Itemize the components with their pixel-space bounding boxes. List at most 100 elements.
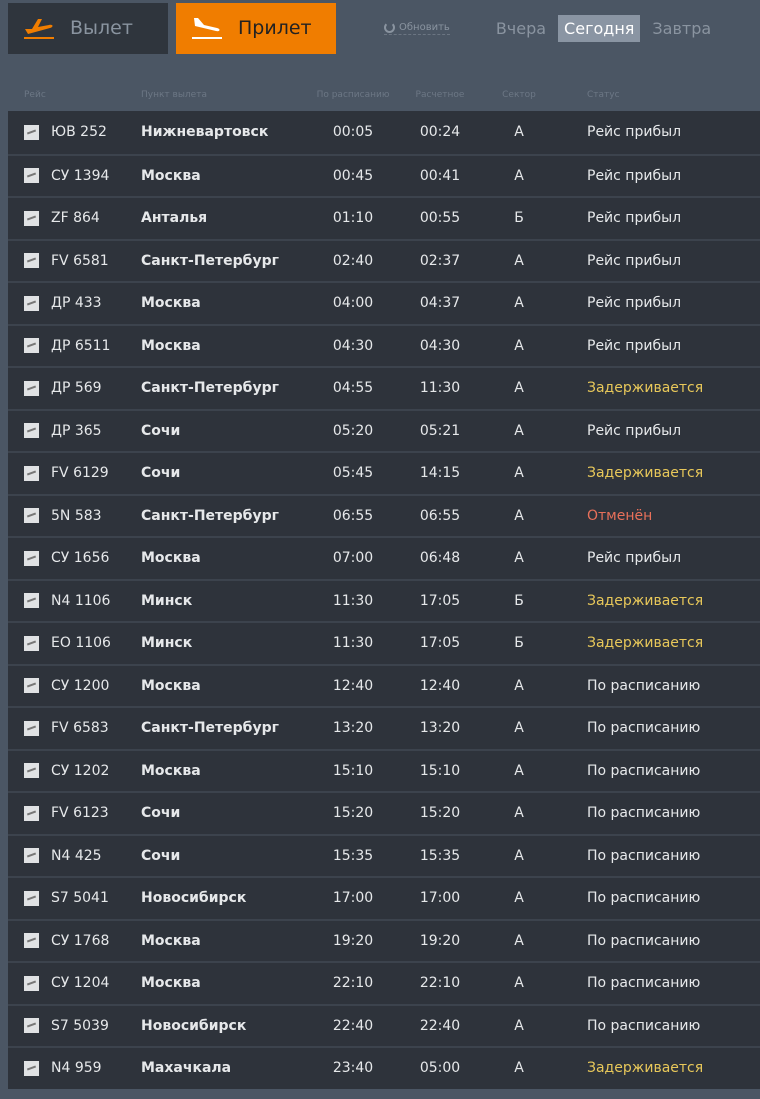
- table-row[interactable]: N4 1106 Минск 11:30 17:05 Б Задерживается: [8, 578, 760, 622]
- col-status: Статус: [587, 90, 620, 100]
- flight-number: EO 1106: [51, 635, 111, 652]
- origin: Новосибирск: [141, 890, 247, 907]
- table-row[interactable]: ДР 433 Москва 04:00 04:37 А Рейс прибыл: [8, 281, 760, 324]
- status: Рейс прибыл: [587, 337, 682, 354]
- origin: Москва: [141, 975, 201, 992]
- status: Рейс прибыл: [587, 167, 682, 184]
- table-row[interactable]: N4 959 Махачкала 23:40 05:00 А Задерживается: [8, 1046, 760, 1089]
- airline-logo-icon: [24, 975, 39, 991]
- origin: Санкт-Петербург: [141, 720, 279, 737]
- arrival-plane-icon: [192, 18, 222, 39]
- flights-table: ЮВ 252 Нижневартовск 00:05 00:24 А Рейс прибы…: [8, 111, 760, 1089]
- origin: Сочи: [141, 847, 181, 864]
- table-row[interactable]: 5N 583 Санкт-Петербург 06:55 06:55 А Отменён: [8, 493, 760, 537]
- col-origin: Пункт вылета: [141, 90, 207, 100]
- scheduled-time: 05:20: [332, 422, 374, 439]
- flight-number: FV 6581: [51, 252, 109, 269]
- flight-cell: S7 5039: [8, 1018, 141, 1034]
- sector: А: [514, 507, 524, 524]
- airline-logo-icon: [24, 805, 39, 821]
- origin: Минск: [141, 592, 193, 609]
- flight-cell: 5N 583: [8, 508, 141, 524]
- airline-logo-icon: [24, 1060, 39, 1076]
- table-row[interactable]: СУ 1656 Москва 07:00 06:48 А Рейс прибыл: [8, 536, 760, 579]
- tab-departure[interactable]: Вылет: [8, 2, 168, 54]
- day-2[interactable]: Завтра: [652, 18, 712, 38]
- table-row[interactable]: СУ 1768 Москва 19:20 19:20 А По расписанию: [8, 918, 760, 962]
- table-row[interactable]: СУ 1394 Москва 00:45 00:41 А Рейс прибыл: [8, 153, 760, 197]
- tab-departure-label: Вылет: [70, 17, 133, 39]
- flight-number: ЮВ 252: [51, 124, 107, 141]
- table-row[interactable]: FV 6583 Санкт-Петербург 13:20 13:20 А По расп…: [8, 706, 760, 749]
- sector: А: [514, 1017, 524, 1034]
- status: По расписанию: [587, 890, 701, 907]
- estimated-time: 15:35: [419, 847, 461, 864]
- flight-cell: EO 1106: [8, 635, 141, 651]
- airline-logo-icon: [24, 465, 39, 481]
- airline-logo-icon: [24, 380, 39, 396]
- table-row[interactable]: N4 425 Сочи 15:35 15:35 А По расписанию: [8, 833, 760, 877]
- origin: Санкт-Петербург: [141, 380, 279, 397]
- day-0[interactable]: Вчера: [495, 18, 547, 38]
- airline-logo-icon: [24, 720, 39, 736]
- sector: А: [514, 1060, 524, 1077]
- airline-logo-icon: [24, 508, 39, 524]
- flight-number: ДР 569: [51, 380, 102, 397]
- table-row[interactable]: S7 5041 Новосибирск 17:00 17:00 А По расписан…: [8, 876, 760, 919]
- estimated-time: 14:15: [419, 465, 461, 482]
- flight-number: ДР 365: [51, 422, 102, 439]
- flight-cell: S7 5041: [8, 890, 141, 906]
- status: По расписанию: [587, 932, 701, 949]
- refresh-link[interactable]: Обновить: [384, 21, 450, 35]
- sector: А: [514, 847, 524, 864]
- flight-number: СУ 1204: [51, 975, 110, 992]
- day-1[interactable]: Сегодня: [558, 14, 641, 42]
- table-row[interactable]: СУ 1204 Москва 22:10 22:10 А По расписанию: [8, 961, 760, 1004]
- table-row[interactable]: ZF 864 Анталья 01:10 00:55 Б Рейс прибыл: [8, 196, 760, 239]
- sector: Б: [514, 592, 524, 609]
- status: Отменён: [587, 507, 653, 524]
- table-row[interactable]: S7 5039 Новосибирск 22:40 22:40 А По расписан…: [8, 1003, 760, 1047]
- tab-arrival[interactable]: Прилет: [176, 2, 336, 54]
- sector: А: [514, 124, 524, 141]
- sector: А: [514, 380, 524, 397]
- table-row[interactable]: СУ 1200 Москва 12:40 12:40 А По расписанию: [8, 663, 760, 707]
- flight-cell: СУ 1204: [8, 975, 141, 991]
- scheduled-time: 15:20: [332, 805, 374, 822]
- sector: А: [514, 550, 524, 567]
- table-row[interactable]: FV 6123 Сочи 15:20 15:20 А По расписанию: [8, 791, 760, 834]
- status: По расписанию: [587, 677, 701, 694]
- col-flight: Рейс: [24, 90, 46, 100]
- flight-cell: FV 6581: [8, 253, 141, 269]
- flight-number: N4 1106: [51, 592, 111, 609]
- airline-logo-icon: [24, 423, 39, 439]
- table-row[interactable]: EO 1106 Минск 11:30 17:05 Б Задерживается: [8, 621, 760, 664]
- scheduled-time: 22:40: [332, 1017, 374, 1034]
- origin: Махачкала: [141, 1060, 232, 1077]
- origin: Москва: [141, 337, 201, 354]
- tab-arrival-label: Прилет: [238, 17, 312, 39]
- origin: Минск: [141, 635, 193, 652]
- departure-plane-icon: [24, 19, 54, 39]
- table-row[interactable]: ДР 569 Санкт-Петербург 04:55 11:30 А Задержив…: [8, 366, 760, 409]
- sector: А: [514, 337, 524, 354]
- table-row[interactable]: FV 6581 Санкт-Петербург 02:40 02:37 А Рейс пр…: [8, 238, 760, 282]
- table-row[interactable]: ДР 6511 Москва 04:30 04:30 А Рейс прибыл: [8, 323, 760, 367]
- table-row[interactable]: FV 6129 Сочи 05:45 14:15 А Задерживается: [8, 451, 760, 494]
- estimated-time: 13:20: [419, 720, 461, 737]
- scheduled-time: 06:55: [332, 507, 374, 524]
- flight-number: N4 425: [51, 847, 102, 864]
- table-row[interactable]: ЮВ 252 Нижневартовск 00:05 00:24 А Рейс прибы…: [8, 111, 760, 154]
- table-row[interactable]: ДР 365 Сочи 05:20 05:21 А Рейс прибыл: [8, 408, 760, 452]
- airline-logo-icon: [24, 295, 39, 311]
- estimated-time: 22:10: [419, 975, 461, 992]
- status: Рейс прибыл: [587, 422, 682, 439]
- airline-logo-icon: [24, 210, 39, 226]
- airline-logo-icon: [24, 593, 39, 609]
- flight-cell: СУ 1200: [8, 678, 141, 694]
- airline-logo-icon: [24, 1018, 39, 1034]
- airline-logo-icon: [24, 338, 39, 354]
- table-row[interactable]: СУ 1202 Москва 15:10 15:10 А По расписанию: [8, 748, 760, 792]
- sector: Б: [514, 635, 524, 652]
- estimated-time: 00:24: [419, 124, 461, 141]
